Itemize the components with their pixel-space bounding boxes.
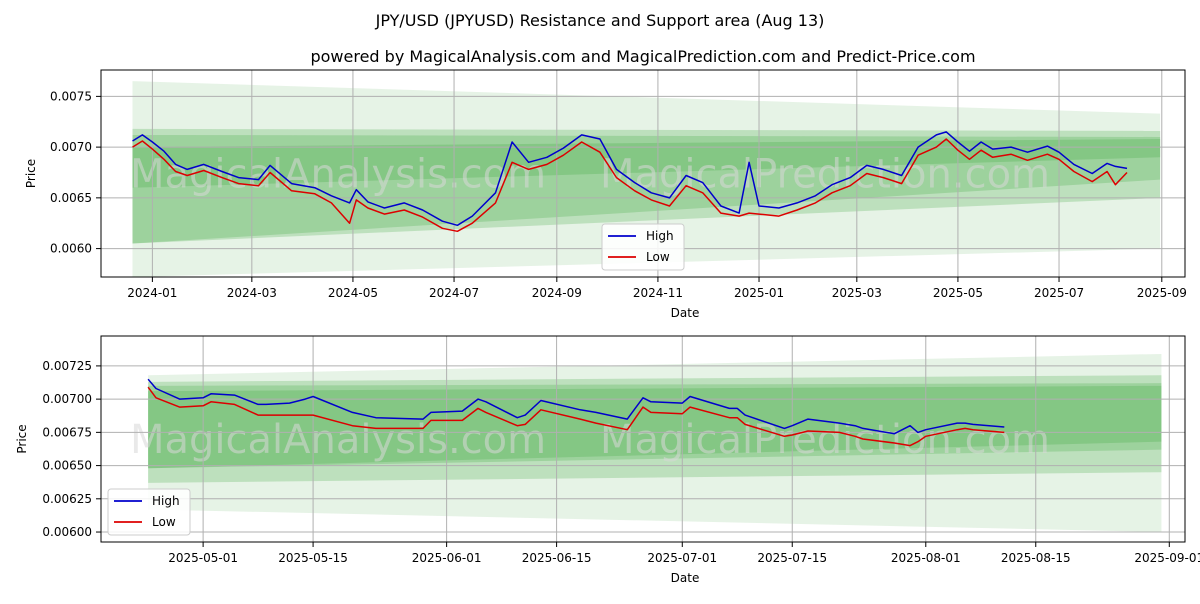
series-line-high — [132, 131, 1128, 227]
y-tick-label: 0.0075 — [50, 89, 92, 103]
x-tick-label: 2024-01 — [127, 286, 177, 300]
band-1 — [132, 128, 1161, 244]
x-axis-label: Date — [671, 571, 700, 585]
legend-label-high: High — [646, 229, 674, 243]
x-tick-label: 2025-09-01 — [1134, 551, 1200, 565]
x-tick-label: 2025-07-01 — [647, 551, 717, 565]
y-tick-label: 0.00600 — [42, 525, 92, 539]
series-line-low — [132, 138, 1128, 233]
band-3 — [148, 385, 1162, 469]
y-tick-label: 0.0070 — [50, 140, 92, 154]
chart-subtitle: powered by MagicalAnalysis.com and Magic… — [310, 47, 975, 66]
watermark-0: MagicalAnalysis.com — [130, 417, 546, 463]
top-chart: MagicalAnalysis.com MagicalPrediction.com… — [24, 69, 1187, 320]
legend-label-high: High — [152, 494, 180, 508]
y-tick-label: 0.0060 — [50, 242, 92, 256]
band-0 — [148, 353, 1162, 533]
x-tick-label: 2025-01 — [734, 286, 784, 300]
band-0 — [132, 81, 1161, 277]
y-tick-label: 0.00725 — [42, 359, 92, 373]
y-tick-label: 0.00700 — [42, 392, 92, 406]
y-tick-label: 0.0065 — [50, 191, 92, 205]
series-line-high — [147, 378, 1005, 435]
y-axis-label: Price — [15, 424, 29, 453]
watermark-1: MagicalPrediction.com — [600, 152, 1050, 198]
x-tick-label: 2025-09 — [1137, 286, 1187, 300]
y-tick-label: 0.00650 — [42, 459, 92, 473]
x-tick-label: 2024-09 — [532, 286, 582, 300]
x-axis-label: Date — [671, 306, 700, 320]
x-tick-label: 2025-06-01 — [412, 551, 482, 565]
x-tick-label: 2024-07 — [429, 286, 479, 300]
band-1 — [148, 375, 1162, 483]
x-tick-label: 2024-11 — [633, 286, 683, 300]
x-tick-label: 2025-08-01 — [891, 551, 961, 565]
band-2 — [148, 383, 1162, 469]
watermark-0: MagicalAnalysis.com — [130, 152, 546, 198]
plot-frame — [100, 69, 1186, 278]
watermark-1: MagicalPrediction.com — [600, 417, 1050, 463]
x-tick-label: 2025-07-15 — [757, 551, 827, 565]
x-tick-label: 2025-05-15 — [278, 551, 348, 565]
x-tick-label: 2025-08-15 — [1001, 551, 1071, 565]
chart-title: JPY/USD (JPYUSD) Resistance and Support … — [375, 11, 825, 30]
x-tick-label: 2025-03 — [832, 286, 882, 300]
series-line-low — [147, 386, 1005, 447]
x-tick-label: 2025-05 — [933, 286, 983, 300]
y-axis-label: Price — [24, 159, 38, 188]
x-tick-label: 2025-07 — [1034, 286, 1084, 300]
x-tick-label: 2024-03 — [227, 286, 277, 300]
y-tick-label: 0.00675 — [42, 425, 92, 439]
x-tick-label: 2024-05 — [328, 286, 378, 300]
x-tick-label: 2025-06-15 — [522, 551, 592, 565]
legend-label-low: Low — [152, 515, 176, 529]
x-tick-label: 2025-05-01 — [168, 551, 238, 565]
band-3 — [132, 139, 1161, 188]
legend-label-low: Low — [646, 250, 670, 264]
y-tick-label: 0.00625 — [42, 492, 92, 506]
plot-frame — [100, 335, 1186, 543]
bottom-chart: MagicalAnalysis.com MagicalPrediction.com… — [15, 335, 1200, 585]
